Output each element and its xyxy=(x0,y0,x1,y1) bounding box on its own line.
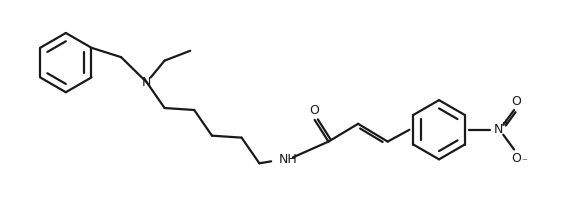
Text: O: O xyxy=(511,152,521,165)
Text: NH: NH xyxy=(279,153,298,166)
Text: O: O xyxy=(511,95,521,108)
Text: ⁻: ⁻ xyxy=(521,157,527,167)
Text: O: O xyxy=(310,104,320,117)
Text: N: N xyxy=(494,123,503,136)
Text: +: + xyxy=(501,118,509,128)
Text: N: N xyxy=(142,76,152,89)
